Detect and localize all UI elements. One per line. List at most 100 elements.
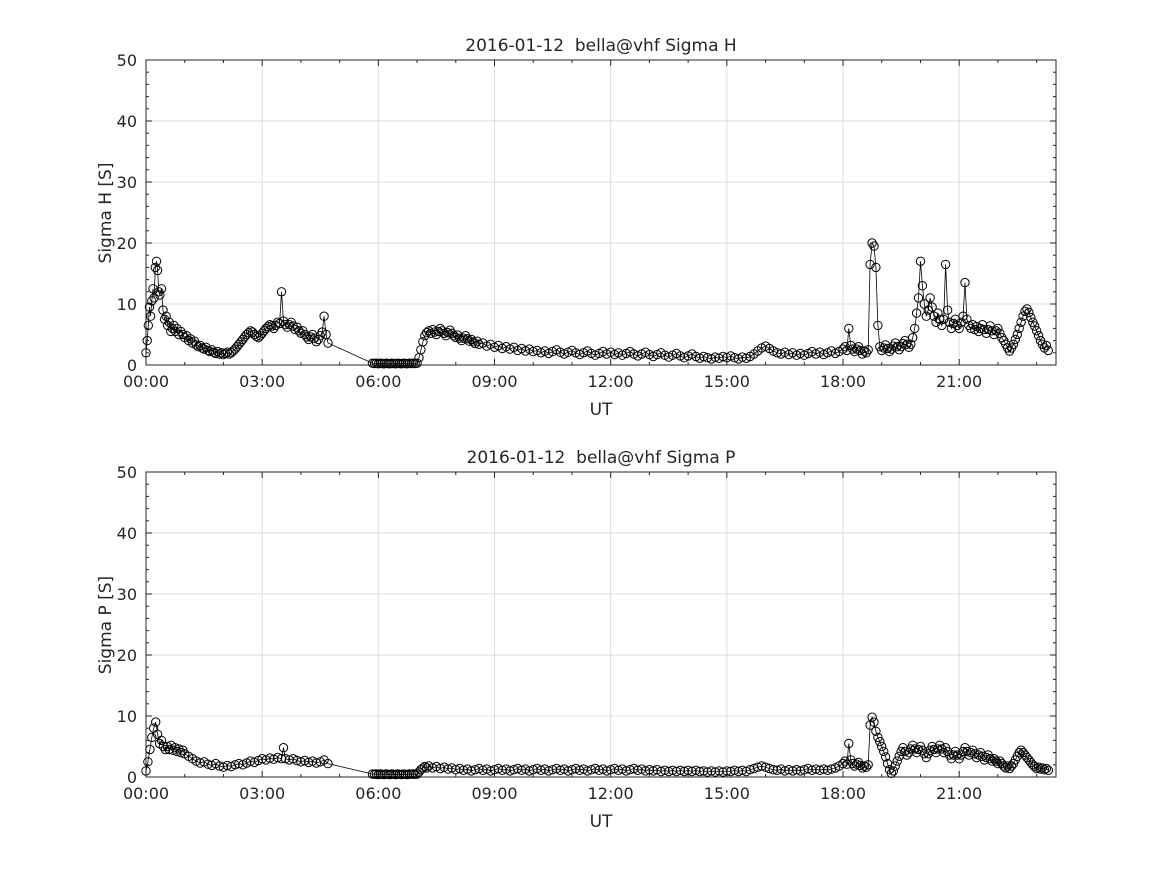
sigma-p-data-line	[145, 715, 1049, 776]
sigma-p-axis-ticks	[145, 471, 1056, 778]
data-point	[152, 265, 163, 276]
data-point	[191, 340, 202, 350]
data-point	[412, 358, 422, 368]
data-point	[911, 308, 922, 318]
x-tick-label: 09:00	[471, 372, 517, 391]
x-tick-label: 00:00	[123, 784, 169, 803]
data-point	[245, 756, 256, 766]
data-point	[169, 320, 179, 331]
data-point	[1030, 321, 1040, 331]
data-point	[176, 747, 186, 758]
data-point	[321, 329, 331, 340]
data-point	[147, 296, 157, 306]
y-tick-label: 30	[117, 173, 137, 192]
data-point	[710, 767, 720, 777]
data-point	[935, 314, 945, 324]
y-tick-label: 0	[127, 356, 137, 375]
data-point	[867, 712, 877, 722]
data-point	[141, 348, 151, 358]
data-point	[1024, 307, 1034, 318]
data-point	[772, 765, 782, 775]
data-point	[323, 758, 333, 769]
data-point	[917, 281, 928, 291]
data-point	[811, 764, 821, 774]
data-point	[458, 765, 469, 775]
data-point	[995, 328, 1005, 338]
x-tick-label: 00:00	[123, 372, 169, 391]
data-point	[873, 732, 883, 743]
data-point	[939, 747, 949, 758]
data-point	[991, 756, 1001, 766]
data-point	[470, 338, 480, 349]
data-point	[886, 768, 897, 778]
data-point	[606, 765, 616, 775]
data-point	[987, 756, 997, 766]
y-tick-label: 50	[117, 463, 137, 482]
data-point	[302, 332, 312, 342]
data-point	[536, 765, 546, 775]
sigma-p-grid-lines	[145, 471, 1056, 778]
data-point	[880, 752, 891, 762]
data-point	[1039, 765, 1050, 775]
data-point	[443, 328, 453, 338]
data-point	[199, 344, 209, 354]
y-tick-label: 20	[117, 646, 137, 665]
data-point	[319, 311, 329, 321]
data-point	[214, 761, 225, 771]
data-point	[303, 757, 314, 768]
data-point	[528, 765, 538, 775]
x-tick-label: 12:00	[588, 372, 634, 391]
data-point	[1030, 761, 1040, 772]
data-point	[890, 761, 900, 771]
data-point	[1012, 329, 1022, 340]
sigma-p-data-series	[141, 712, 1054, 780]
data-point	[462, 334, 473, 344]
data-point	[265, 753, 275, 763]
data-point	[472, 336, 482, 346]
data-point	[435, 763, 445, 774]
sigma-p-tick-labels: 00:00 03:00 06:00 09:00 12:00 15:00 18:00 21:00…	[117, 463, 983, 803]
x-tick-label: 18:00	[820, 372, 866, 391]
y-tick-label: 40	[117, 524, 137, 543]
data-point	[633, 765, 643, 775]
data-point	[257, 754, 267, 764]
data-point	[142, 335, 152, 346]
data-point	[933, 308, 943, 318]
data-point	[871, 726, 881, 736]
x-tick-label: 21:00	[936, 372, 982, 391]
data-point	[497, 765, 507, 775]
data-point	[276, 287, 287, 297]
data-point	[178, 329, 188, 340]
data-point	[871, 262, 881, 273]
data-point	[902, 339, 912, 349]
data-point	[867, 238, 877, 248]
sigma-h-y-axis-label: Sigma H [S]	[96, 162, 116, 264]
data-point	[660, 765, 670, 775]
data-point	[211, 348, 221, 359]
data-point	[855, 760, 866, 771]
data-point	[894, 751, 904, 761]
data-point	[859, 761, 869, 771]
data-point	[726, 766, 736, 777]
data-point	[944, 317, 955, 327]
data-point	[424, 326, 434, 336]
data-point	[791, 765, 802, 775]
data-point	[547, 765, 558, 775]
data-point	[449, 331, 459, 341]
data-point	[203, 759, 213, 769]
y-tick-label: 0	[127, 768, 137, 787]
data-point	[451, 765, 461, 775]
x-tick-label: 15:00	[704, 372, 750, 391]
sigma-h-axis-ticks	[145, 59, 1056, 366]
x-tick-label: 21:00	[936, 784, 982, 803]
x-tick-label: 18:00	[820, 784, 866, 803]
data-point	[714, 766, 724, 776]
sigma-h-tick-labels: 00:00 03:00 06:00 09:00 12:00 15:00 18:00 21:00…	[117, 51, 983, 391]
data-point	[1014, 747, 1024, 758]
data-point	[838, 344, 848, 354]
data-point	[950, 314, 960, 324]
data-point	[222, 760, 233, 771]
data-point	[1033, 331, 1044, 341]
